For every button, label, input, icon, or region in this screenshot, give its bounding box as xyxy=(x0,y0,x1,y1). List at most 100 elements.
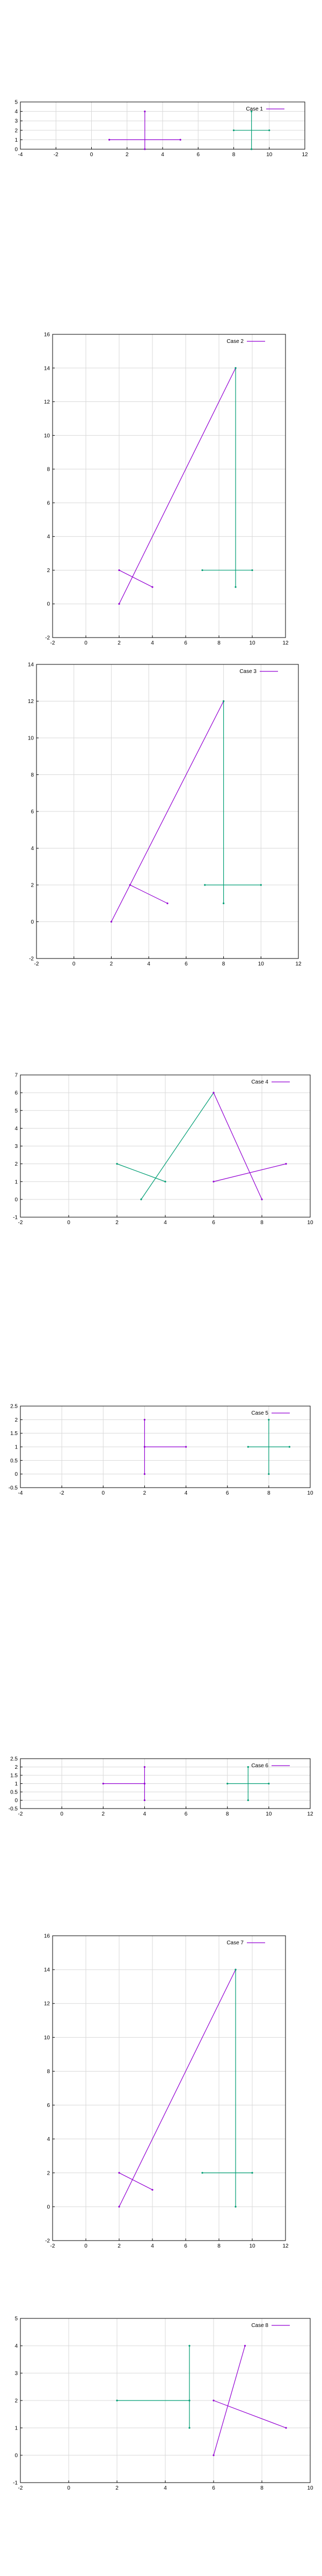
x-tick-label: 8 xyxy=(217,640,221,646)
y-tick-label: 4 xyxy=(14,109,18,115)
legend-label: Case 8 xyxy=(251,2323,268,2329)
x-tick-label: 12 xyxy=(307,1811,313,1817)
plot-frame xyxy=(52,1935,286,2241)
data-point xyxy=(268,129,270,131)
x-tick-label: 4 xyxy=(147,961,150,967)
data-point xyxy=(247,1766,249,1768)
legend-label: Case 6 xyxy=(251,1763,268,1769)
data-point xyxy=(260,884,262,886)
x-tick-label: 12 xyxy=(302,152,308,158)
data-point xyxy=(188,2345,191,2347)
chart-panel-8: -2 0 2 4 6 8 10 -1 0 1 2 3 4 5 Case 8 xyxy=(13,2316,313,2492)
data-point xyxy=(251,148,253,150)
y-tick-label: 5 xyxy=(14,2316,18,2322)
y-tick-label: 1 xyxy=(14,137,18,143)
legend-label: Case 7 xyxy=(226,1940,244,1946)
series-line xyxy=(213,1092,262,1200)
data-point xyxy=(235,1968,237,1971)
y-tick-label: 14 xyxy=(44,365,50,371)
y-tick-label: -2 xyxy=(29,956,34,962)
x-tick-label: 0 xyxy=(60,1811,63,1817)
y-tick-label: 5 xyxy=(14,1108,18,1114)
y-tick-label: 0.5 xyxy=(10,1790,18,1796)
x-tick-label: 0 xyxy=(90,152,93,158)
y-tick-label: 0 xyxy=(14,1197,18,1203)
data-point xyxy=(151,2189,153,2191)
data-point xyxy=(268,1473,270,1475)
x-tick-label: 2 xyxy=(110,961,113,967)
y-tick-label: 2 xyxy=(47,568,50,574)
data-point xyxy=(116,1163,118,1165)
y-tick-label: 14 xyxy=(44,1967,50,1973)
data-point xyxy=(144,148,146,150)
data-point xyxy=(143,1473,146,1475)
data-point xyxy=(140,1198,142,1201)
chart-panel-7: -2 0 2 4 6 8 10 12 -2 0 2 4 6 8 10 12 14 16 Case 7 xyxy=(44,1934,289,2250)
x-tick-label: 4 xyxy=(151,640,154,646)
data-point xyxy=(110,920,113,923)
chart-panel-4: -2 0 2 4 6 8 10 -1 0 1 2 3 4 5 6 7 Case 4 xyxy=(13,1073,313,1226)
x-tick-label: 10 xyxy=(249,2243,255,2249)
legend-label: Case 5 xyxy=(251,1410,268,1416)
x-tick-label: -2 xyxy=(54,152,58,158)
data-point xyxy=(188,2427,191,2429)
data-point xyxy=(185,1446,187,1448)
data-point xyxy=(129,884,131,886)
data-point xyxy=(118,603,120,605)
x-tick-label: -2 xyxy=(18,2485,23,2491)
legend-label: Case 3 xyxy=(239,669,257,675)
data-point xyxy=(247,1799,249,1802)
y-tick-label: 16 xyxy=(44,1934,50,1940)
data-point xyxy=(288,1446,291,1448)
x-tick-label: 4 xyxy=(164,1220,167,1226)
y-tick-label: 0 xyxy=(14,1472,18,1477)
data-point xyxy=(285,2427,287,2429)
chart-panel-6: -2 0 2 4 6 8 10 12 -0.5 0 0.5 1 1.5 2 2.5 Case 6 xyxy=(9,1757,313,1818)
x-tick-label: 0 xyxy=(72,961,76,967)
y-tick-label: 3 xyxy=(14,119,18,125)
series-line xyxy=(130,884,168,904)
data-point xyxy=(201,569,203,572)
data-point xyxy=(143,1418,146,1421)
data-point xyxy=(102,1782,104,1785)
y-tick-label: 6 xyxy=(47,2103,50,2109)
x-tick-label: 4 xyxy=(164,2485,167,2491)
y-tick-label: 4 xyxy=(31,846,34,852)
x-tick-label: 2 xyxy=(115,2485,119,2491)
x-tick-label: 2 xyxy=(102,1811,105,1817)
data-point xyxy=(222,902,225,904)
data-point xyxy=(285,1163,287,1165)
series-line xyxy=(119,2172,153,2190)
x-tick-label: -2 xyxy=(50,2243,55,2249)
y-tick-label: 2 xyxy=(14,1161,18,1167)
y-tick-label: 4 xyxy=(47,2136,50,2142)
data-point xyxy=(164,1181,166,1183)
y-tick-label: 14 xyxy=(28,662,34,668)
x-tick-label: 8 xyxy=(267,1490,270,1496)
y-tick-label: 8 xyxy=(31,772,34,778)
data-point xyxy=(143,1766,146,1768)
data-point xyxy=(244,2345,246,2347)
series-line xyxy=(213,2345,246,2456)
data-point xyxy=(213,1181,215,1183)
y-tick-label: 6 xyxy=(47,500,50,506)
data-point xyxy=(179,138,181,141)
x-tick-label: 8 xyxy=(232,152,236,158)
data-point xyxy=(268,1782,270,1785)
y-tick-label: 1 xyxy=(14,1179,18,1185)
y-tick-label: 10 xyxy=(44,2035,50,2041)
y-tick-label: 2 xyxy=(31,883,34,889)
x-tick-label: 2 xyxy=(118,640,121,646)
x-tick-label: 2 xyxy=(118,2243,121,2249)
y-tick-label: -2 xyxy=(45,2238,50,2244)
y-tick-label: 4 xyxy=(47,534,50,540)
legend-label: Case 4 xyxy=(251,1079,268,1085)
data-point xyxy=(251,569,253,572)
series-line xyxy=(119,569,153,588)
x-tick-label: 10 xyxy=(307,2485,313,2491)
y-tick-label: 0 xyxy=(47,2204,50,2210)
series-line xyxy=(141,1092,214,1200)
data-point xyxy=(144,111,146,113)
data-point xyxy=(213,2454,215,2456)
